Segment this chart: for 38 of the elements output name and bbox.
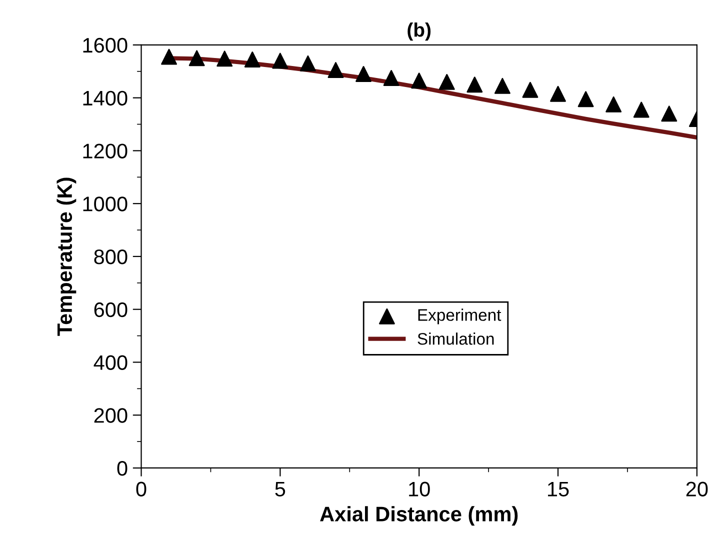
point [578,91,594,108]
y-tick-label: 1600 [83,38,128,53]
y-tick-label: 1200 [83,144,128,158]
y-tick-label: 1400 [83,90,128,106]
point [272,52,288,69]
chart-title: (b) [408,22,431,41]
y-axis-title: Temperature (K) [56,178,76,336]
y-tick-label: 1000 [83,196,128,212]
point [300,55,316,72]
y-tick-label: 800 [94,249,128,264]
x-tick-label: 5 [275,482,286,496]
x-tick-label: 10 [409,482,430,496]
point [411,72,428,89]
point [522,82,538,98]
legend-label: Experiment [418,308,502,324]
point [244,52,260,68]
y-tick-label: 600 [94,302,128,318]
x-tick-label: 20 [686,482,708,496]
point [216,50,233,67]
point [161,48,178,65]
point [356,66,372,82]
point [188,50,205,66]
x-axis-title: Axial Distance (mm) [320,506,518,526]
legend-label: Simulation [418,332,494,345]
y-tick-label: 0 [117,460,128,476]
point [606,96,622,112]
y-tick-label: 400 [94,355,128,370]
point [550,86,566,102]
x-tick-label: 15 [548,482,569,496]
x-tick-label: 0 [136,482,146,496]
point [438,74,455,90]
point [328,62,344,78]
point [661,106,678,122]
point [633,102,650,118]
point [466,76,483,93]
y-tick-label: 200 [94,408,128,423]
point [494,78,510,94]
point [383,70,400,86]
